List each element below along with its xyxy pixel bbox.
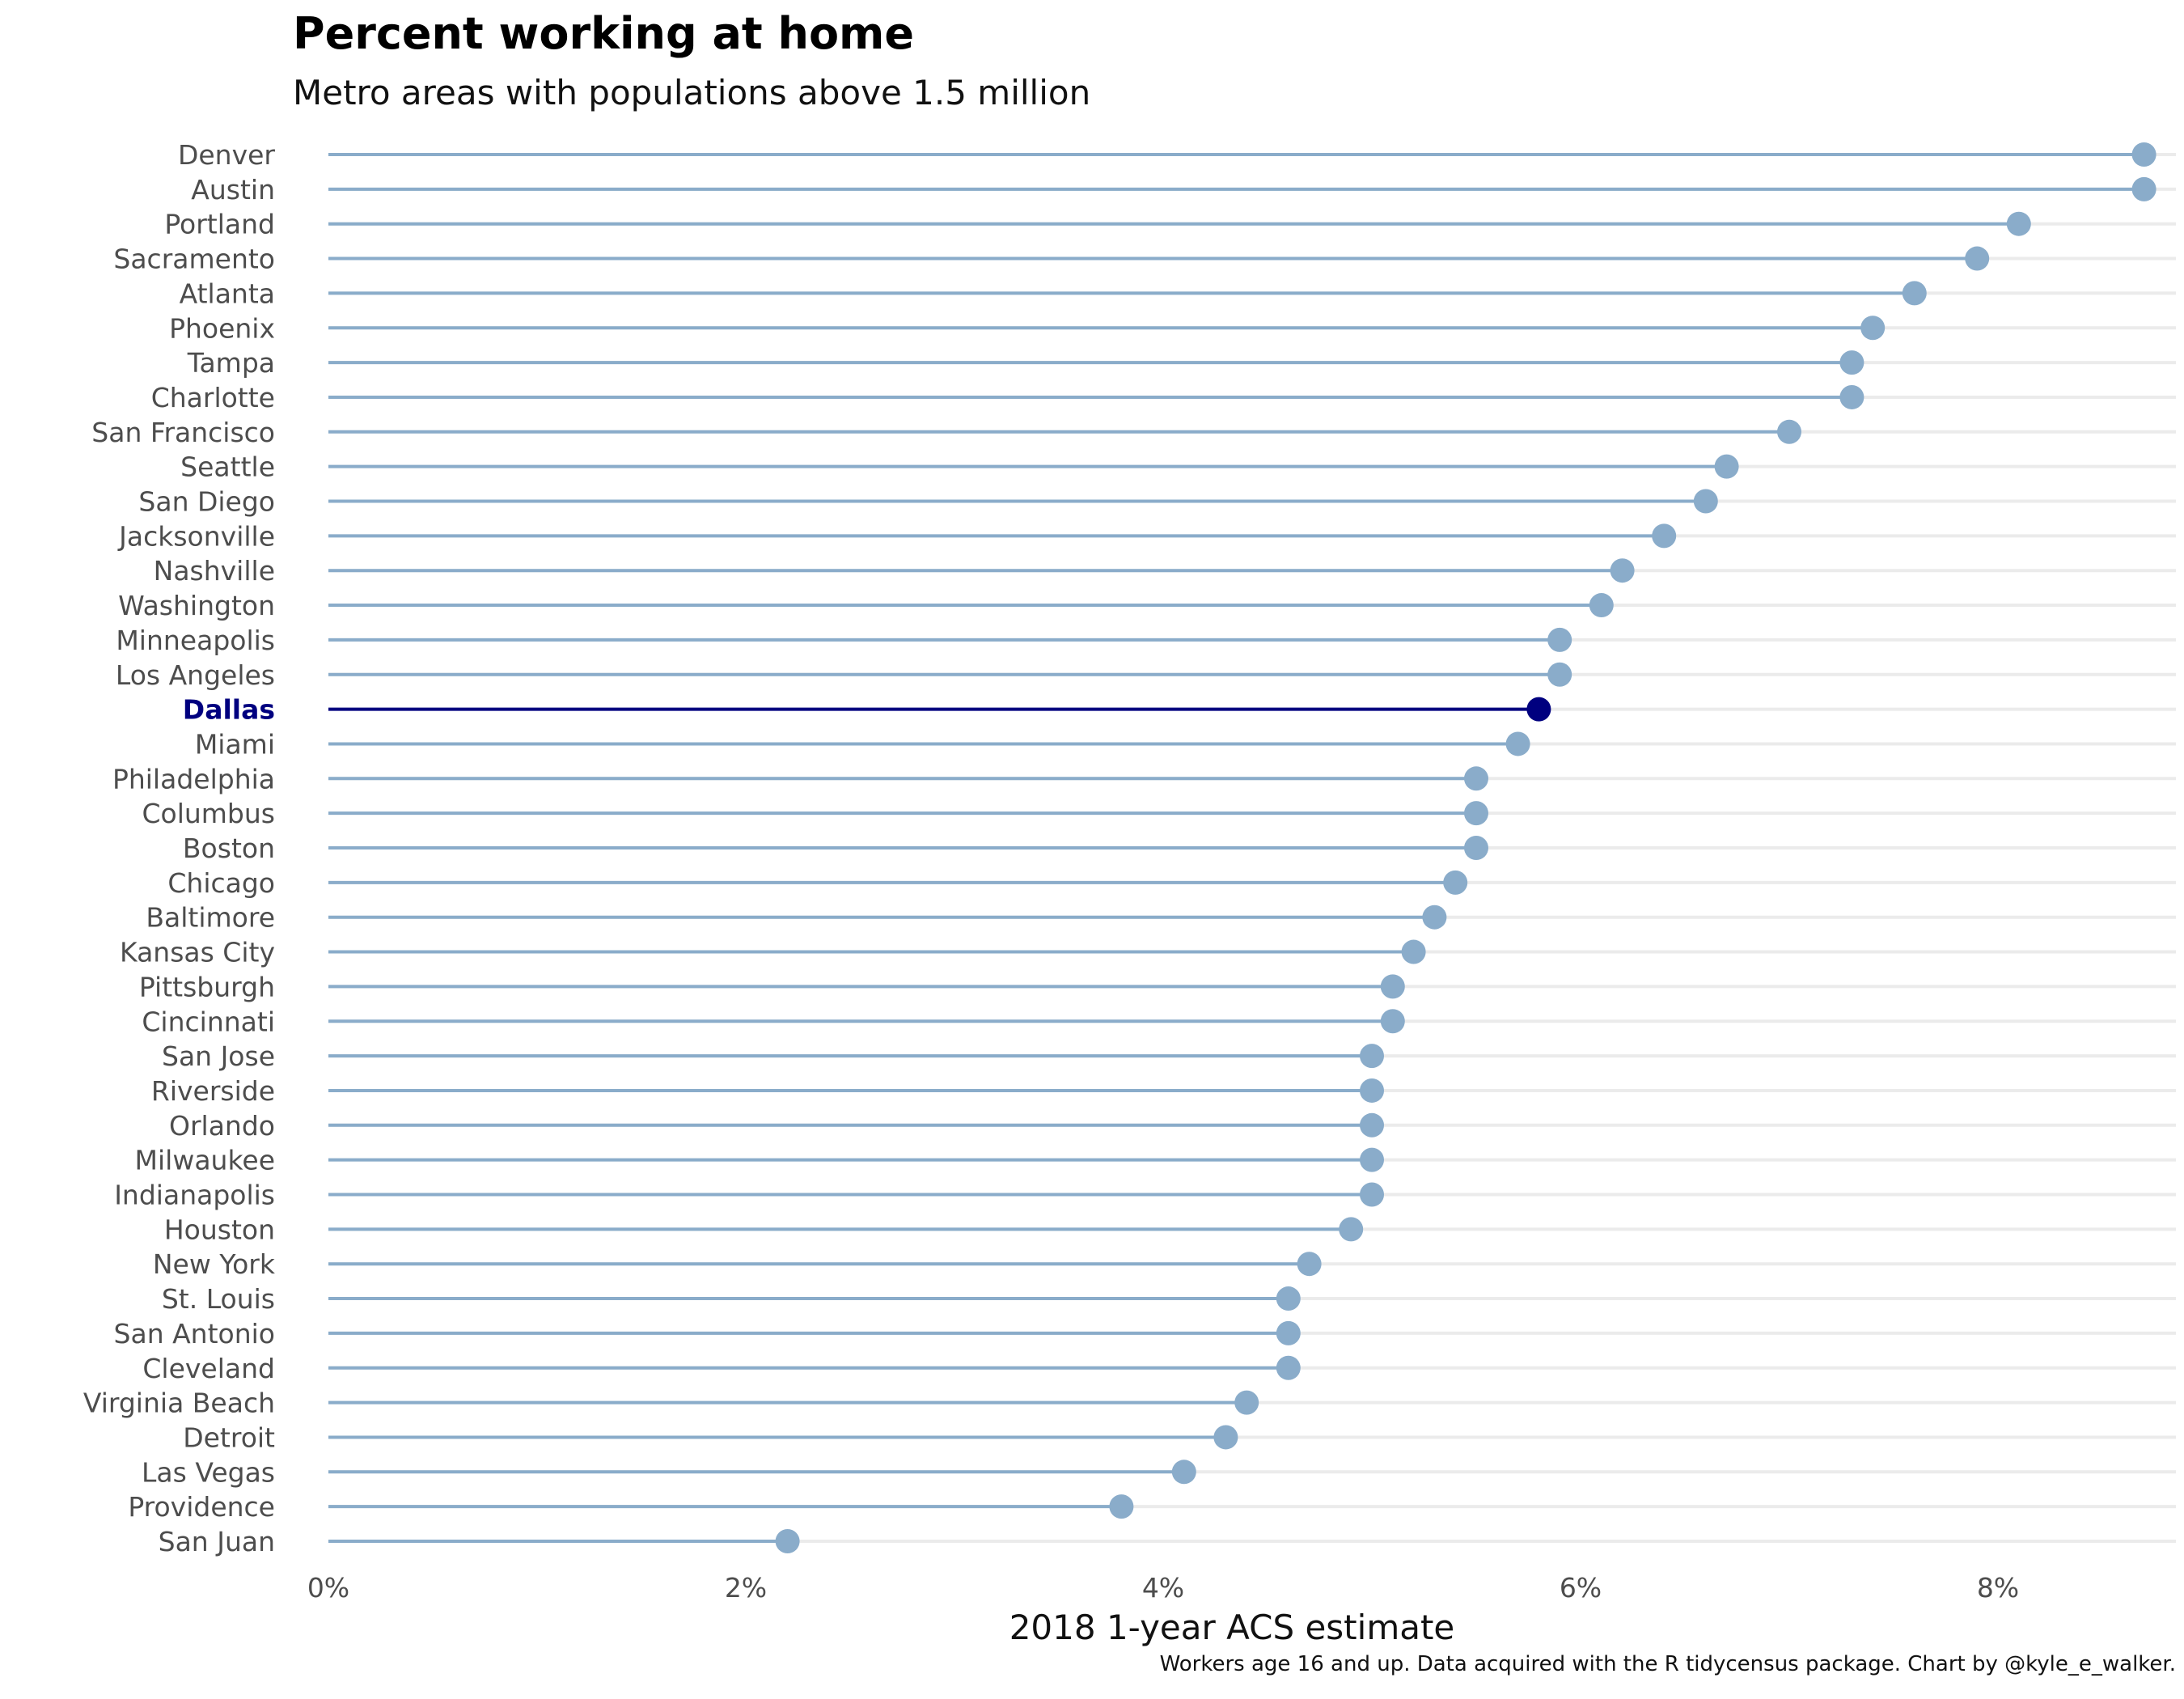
point-houston [1339, 1217, 1364, 1242]
point-los-angeles [1547, 662, 1572, 687]
point-chicago [1443, 870, 1468, 895]
x-tick-label: 8% [1977, 1572, 2019, 1604]
point-san-juan [775, 1529, 800, 1553]
y-label-miami: Miami [195, 728, 275, 760]
y-label-san-jose: San Jose [162, 1040, 275, 1072]
dot-layer [775, 142, 2156, 1553]
y-label-las-vegas: Las Vegas [142, 1456, 275, 1488]
y-label-atlanta: Atlanta [180, 278, 275, 309]
point-denver [2131, 142, 2156, 167]
y-label-philadelphia: Philadelphia [112, 763, 275, 794]
y-label-orlando: Orlando [169, 1110, 275, 1142]
point-indianapolis [1360, 1182, 1384, 1207]
x-axis-ticks: 0% 2% 4% 6% 8% [307, 1572, 2019, 1604]
point-phoenix [1860, 316, 1886, 341]
point-san-francisco [1777, 419, 1801, 444]
point-san-jose [1360, 1044, 1384, 1069]
x-axis-title: 2018 1-year ACS estimate [1009, 1608, 1455, 1647]
x-tick-label: 2% [725, 1572, 767, 1604]
y-label-sacramento: Sacramento [113, 244, 275, 275]
point-san-antonio [1276, 1320, 1301, 1345]
y-label-kansas-city: Kansas City [120, 937, 275, 968]
point-riverside [1360, 1078, 1384, 1103]
point-atlanta [1902, 281, 1927, 306]
point-seattle [1714, 454, 1739, 479]
y-label-detroit: Detroit [183, 1421, 275, 1453]
point-austin [2131, 176, 2156, 201]
y-label-providence: Providence [128, 1491, 275, 1523]
y-label-nashville: Nashville [154, 555, 275, 587]
point-tampa [1839, 350, 1864, 375]
chart-title: Percent working at home [293, 8, 914, 59]
y-label-st-louis: St. Louis [162, 1283, 275, 1315]
chart-subtitle: Metro areas with populations above 1.5 m… [293, 73, 1091, 112]
y-label-denver: Denver [178, 139, 275, 171]
y-label-phoenix: Phoenix [169, 312, 275, 344]
point-kansas-city [1401, 939, 1426, 964]
point-boston [1464, 836, 1488, 860]
x-tick-label: 6% [1560, 1572, 1602, 1604]
y-label-indianapolis: Indianapolis [114, 1180, 275, 1211]
y-label-pittsburgh: Pittsburgh [139, 971, 275, 1002]
point-virginia-beach [1234, 1390, 1259, 1415]
point-san-diego [1693, 489, 1718, 514]
y-label-san-juan: San Juan [159, 1526, 275, 1557]
point-columbus [1464, 801, 1488, 826]
y-label-chicago: Chicago [167, 867, 275, 899]
point-detroit [1213, 1425, 1238, 1450]
y-label-tampa: Tampa [187, 347, 275, 379]
point-dallas [1526, 697, 1551, 722]
y-label-new-york: New York [153, 1248, 276, 1280]
chart-caption: Workers age 16 and up. Data acquired wit… [1159, 1652, 2176, 1676]
y-label-milwaukee: Milwaukee [135, 1145, 275, 1176]
y-label-houston: Houston [164, 1214, 275, 1245]
y-label-los-angeles: Los Angeles [116, 659, 275, 691]
point-miami [1505, 731, 1530, 756]
y-label-charlotte: Charlotte [151, 382, 275, 413]
stem-layer [328, 153, 2144, 1543]
y-label-san-antonio: San Antonio [114, 1318, 275, 1349]
point-orlando [1360, 1112, 1384, 1138]
point-st-louis [1276, 1286, 1301, 1311]
y-label-austin: Austin [191, 174, 275, 205]
y-label-riverside: Riverside [151, 1075, 275, 1107]
point-charlotte [1839, 384, 1864, 409]
point-las-vegas [1171, 1460, 1196, 1485]
y-label-seattle: Seattle [180, 451, 275, 483]
y-label-dallas: Dallas [183, 694, 275, 726]
point-washington [1589, 593, 1614, 618]
point-portland [2006, 211, 2031, 236]
y-label-cincinnati: Cincinnati [142, 1006, 275, 1037]
y-label-boston: Boston [183, 833, 275, 864]
y-label-jacksonville: Jacksonville [117, 520, 275, 552]
point-nashville [1610, 558, 1635, 583]
point-baltimore [1422, 905, 1447, 930]
y-label-columbus: Columbus [142, 798, 275, 829]
y-label-washington: Washington [118, 590, 275, 621]
y-label-minneapolis: Minneapolis [116, 625, 275, 656]
x-tick-label: 0% [307, 1572, 349, 1604]
point-jacksonville [1652, 523, 1677, 549]
y-label-cleveland: Cleveland [142, 1353, 275, 1384]
point-providence [1109, 1494, 1134, 1519]
point-new-york [1297, 1252, 1322, 1277]
point-sacramento [1965, 246, 1990, 271]
y-label-virginia-beach: Virginia Beach [83, 1388, 275, 1419]
x-tick-label: 4% [1142, 1572, 1184, 1604]
point-milwaukee [1360, 1147, 1384, 1172]
y-label-san-diego: San Diego [138, 486, 275, 518]
point-cleveland [1276, 1355, 1301, 1380]
point-philadelphia [1464, 766, 1488, 791]
y-label-portland: Portland [164, 209, 275, 240]
y-label-baltimore: Baltimore [146, 902, 275, 934]
point-cincinnati [1380, 1009, 1405, 1034]
point-pittsburgh [1380, 974, 1405, 999]
point-minneapolis [1547, 627, 1572, 652]
y-label-san-francisco: San Francisco [91, 417, 275, 448]
